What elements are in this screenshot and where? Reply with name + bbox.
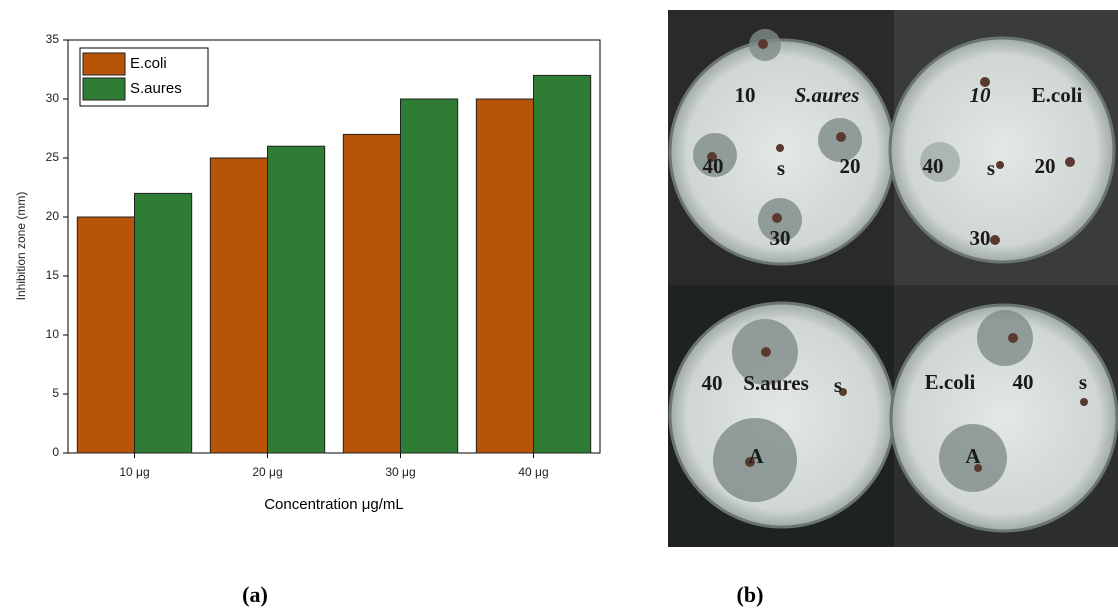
bar — [343, 134, 400, 453]
bar — [210, 158, 267, 453]
legend-swatch — [83, 53, 125, 75]
plate-label: A — [748, 444, 764, 468]
plate-label: 40 — [1013, 370, 1034, 394]
plate-label: s — [1079, 370, 1087, 394]
plate-label: 40 — [702, 371, 723, 395]
legend-label: S.aures — [130, 80, 182, 97]
y-tick-label: 35 — [46, 32, 60, 46]
plate-label: 30 — [970, 226, 991, 250]
plate-label: S.aures — [795, 83, 860, 107]
x-tick-label: 10 μg — [119, 465, 149, 479]
plate-label: 10 — [735, 83, 756, 107]
bar — [135, 193, 192, 453]
plate-label: s — [777, 156, 785, 180]
plate-label: s — [987, 156, 995, 180]
y-tick-label: 20 — [46, 209, 60, 223]
y-axis-label: Inhibition zone (mm) — [14, 192, 28, 301]
plate-label: 20 — [840, 154, 861, 178]
y-tick-label: 5 — [52, 386, 59, 400]
y-tick-label: 15 — [46, 268, 60, 282]
figure: Inhibition zone (mm) Concentration μg/mL… — [0, 0, 1118, 609]
panel-label: (a) — [242, 582, 268, 607]
plate-label: E.coli — [1032, 83, 1083, 107]
x-tick-label: 20 μg — [252, 465, 282, 479]
plate-label: 40 — [703, 154, 724, 178]
bar — [77, 217, 134, 453]
panel-label: (b) — [737, 582, 764, 607]
plate-label: E.coli — [925, 370, 976, 394]
y-tick-label: 25 — [46, 150, 60, 164]
plate-label: 40 — [923, 154, 944, 178]
y-tick-label: 0 — [52, 445, 59, 459]
x-tick-label: 40 μg — [518, 465, 548, 479]
legend-swatch — [83, 78, 125, 100]
bar — [476, 99, 533, 453]
plate-label: S.aures — [743, 371, 809, 395]
plate-label: 10 — [970, 83, 992, 107]
bar — [401, 99, 458, 453]
plate-label: 30 — [770, 226, 791, 250]
legend-label: E.coli — [130, 55, 167, 72]
x-axis-label: Concentration μg/mL — [264, 496, 404, 513]
plate-label: s — [834, 373, 842, 397]
bar — [268, 146, 325, 453]
x-tick-label: 30 μg — [385, 465, 415, 479]
y-tick-label: 30 — [46, 91, 60, 105]
y-tick-label: 10 — [46, 327, 60, 341]
plate-label: A — [965, 444, 981, 468]
bar — [534, 75, 591, 453]
plate-label: 20 — [1035, 154, 1056, 178]
